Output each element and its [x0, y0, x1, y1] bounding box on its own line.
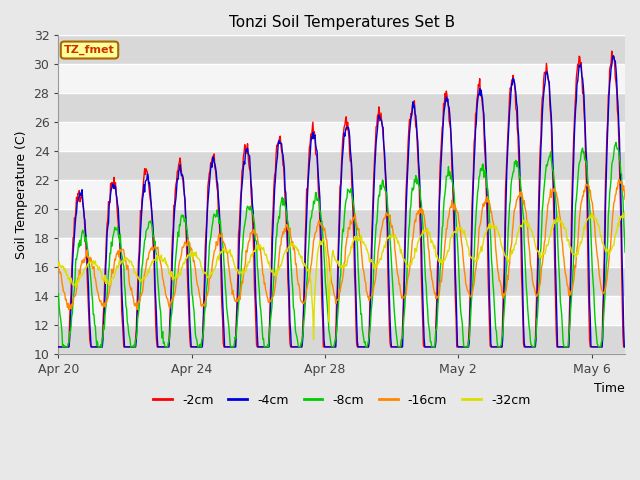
Legend: -2cm, -4cm, -8cm, -16cm, -32cm: -2cm, -4cm, -8cm, -16cm, -32cm [148, 389, 535, 412]
Bar [58, 36, 625, 64]
Bar [58, 151, 625, 180]
X-axis label: Time: Time [595, 382, 625, 395]
Bar [58, 267, 625, 296]
Bar [58, 209, 625, 238]
Text: TZ_fmet: TZ_fmet [64, 45, 115, 55]
Bar [58, 325, 625, 354]
Bar [58, 93, 625, 122]
Title: Tonzi Soil Temperatures Set B: Tonzi Soil Temperatures Set B [228, 15, 455, 30]
Y-axis label: Soil Temperature (C): Soil Temperature (C) [15, 131, 28, 259]
